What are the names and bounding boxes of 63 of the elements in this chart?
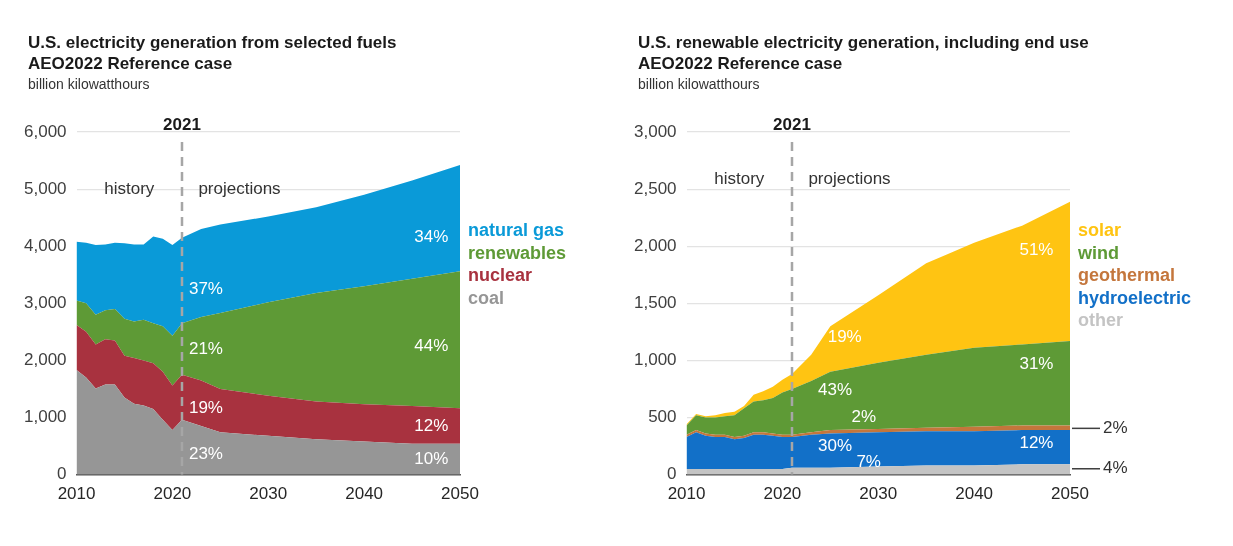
y-tick-label: 1,000 [23,407,67,427]
annotation: 12% [1019,433,1054,453]
y-tick-label: 0 [667,464,677,484]
annotation: 51% [1019,240,1054,260]
chart-title: U.S. electricity generation from selected fuels [28,32,397,53]
y-tick-label: 6,000 [23,121,67,141]
annotation: 12% [414,415,449,435]
series-label: renewables [468,242,567,263]
text: 2% [1103,418,1128,438]
annotation: 37% [188,278,223,298]
x-tick-label: 2010 [667,484,706,504]
text: other [1078,310,1123,331]
annotation: 31% [1019,353,1054,373]
annotation: 30% [818,435,853,455]
chart-subtitle: AEO2022 Reference case [638,53,844,74]
x-tick-label: 2030 [249,484,288,504]
x-tick-label: 2010 [57,484,96,504]
annotation: 10% [414,448,449,468]
ref-line-label: 2021 [773,115,811,135]
x-tick-label: 2050 [1051,484,1089,504]
y-axis-title: billion kilowatthours [638,76,761,92]
y-tick-label: 5,000 [23,178,67,198]
y-tick-label: 500 [648,407,677,427]
annotation: 44% [414,335,449,355]
y-tick-label: 2,000 [633,235,677,255]
y-tick-label: 2,000 [23,350,67,370]
y-tick-label: 3,000 [23,292,67,312]
x-tick-label: 2040 [345,484,384,504]
y-tick-label: 4,000 [23,235,67,255]
y-tick-label: 2,500 [633,178,677,198]
annotation: 2% [851,407,877,427]
annotation: 34% [414,227,449,247]
text: 4% [1103,458,1128,478]
annotation: history [104,178,155,198]
y-tick-label: 1,000 [633,350,677,370]
text: geothermal [1078,265,1176,286]
annotation: 19% [827,327,862,347]
x-tick-label: 2040 [955,484,994,504]
annotation: projections [808,168,891,188]
x-tick-label: 2020 [153,484,192,504]
annotation: 43% [818,379,853,399]
annotation: 23% [188,443,223,463]
text: wind [1077,242,1119,263]
x-tick-label: 2030 [859,484,898,504]
chart-subtitle: AEO2022 Reference case [28,53,234,74]
text: hydroelectric [1078,287,1192,308]
series-label: natural gas [468,220,565,241]
text: coal [468,287,505,308]
annotation: 19% [188,398,223,418]
y-axis-title: billion kilowatthours [28,76,151,92]
chart-title: U.S. renewable electricity generation, including end use [638,32,1089,53]
annotation: projections [198,178,281,198]
y-tick-label: 0 [57,464,67,484]
annotation: 7% [856,451,881,471]
ref-line-label: 2021 [163,115,201,135]
y-tick-label: 1,500 [633,292,677,312]
annotation: history [714,168,765,188]
x-tick-label: 2050 [441,484,479,504]
x-tick-label: 2020 [763,484,802,504]
y-tick-label: 3,000 [633,121,677,141]
series-label: solar [1078,220,1122,241]
annotation: 21% [188,338,223,358]
text: nuclear [468,265,533,286]
